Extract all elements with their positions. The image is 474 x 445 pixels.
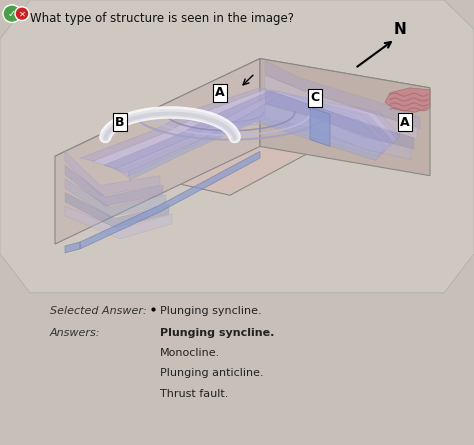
Text: C: C [310,91,319,104]
Polygon shape [65,151,160,195]
Text: Plunging syncline.: Plunging syncline. [160,328,274,338]
Polygon shape [265,90,414,150]
Polygon shape [80,151,260,249]
Polygon shape [0,0,474,293]
Text: Plunging anticline.: Plunging anticline. [160,368,264,378]
Polygon shape [265,61,420,129]
Text: Thrust fault.: Thrust fault. [160,388,228,399]
Text: Selected Answer:: Selected Answer: [50,306,147,316]
Polygon shape [385,88,430,112]
Polygon shape [310,107,330,146]
Text: ✕: ✕ [18,9,26,18]
Polygon shape [65,206,172,239]
Polygon shape [55,59,430,195]
Text: What type of structure is seen in the image?: What type of structure is seen in the im… [30,12,294,25]
Polygon shape [65,242,80,253]
Text: A: A [400,116,410,129]
Polygon shape [265,105,411,160]
Text: Answers:: Answers: [50,328,100,338]
Circle shape [15,7,29,20]
Polygon shape [92,89,396,170]
Polygon shape [80,88,400,166]
Polygon shape [65,192,169,228]
Text: Plunging syncline.: Plunging syncline. [160,306,262,316]
Text: A: A [215,86,225,99]
Polygon shape [260,59,430,176]
Polygon shape [55,59,260,244]
Polygon shape [104,90,393,173]
Circle shape [3,5,21,22]
Polygon shape [116,91,389,177]
Polygon shape [65,178,166,217]
Polygon shape [265,75,417,139]
Text: N: N [393,22,406,37]
Polygon shape [65,165,163,206]
Text: B: B [115,116,125,129]
Polygon shape [128,93,386,180]
Text: Monocline.: Monocline. [160,348,220,358]
Text: ✓: ✓ [8,8,16,19]
